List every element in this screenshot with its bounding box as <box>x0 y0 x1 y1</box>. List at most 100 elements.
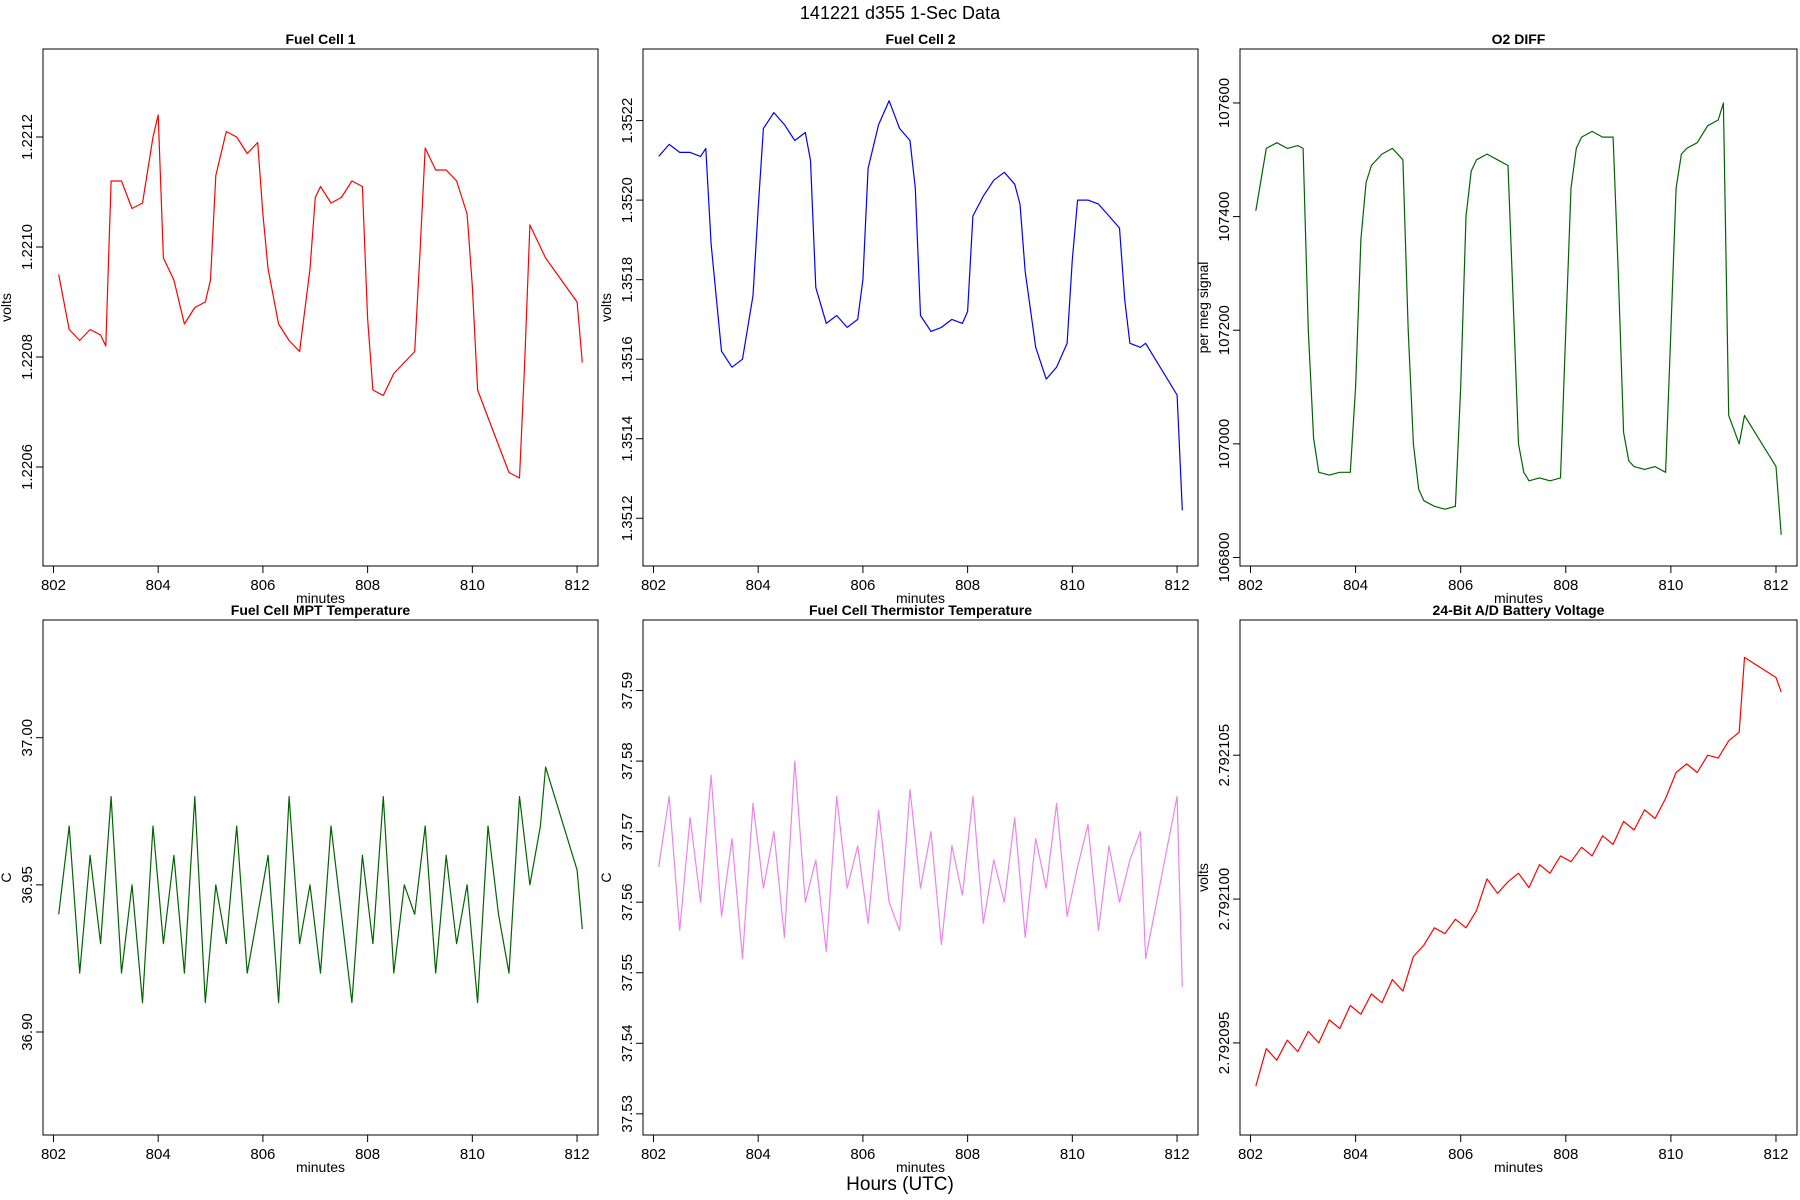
chart-panel-2: Fuel Cell 2 802 804 806 808 810 812 1.3512 1.351… <box>598 31 1199 606</box>
y-tick-label: 2.792100 <box>1216 868 1233 931</box>
plot-frame <box>642 48 1199 567</box>
x-tick-label: 812 <box>1763 1146 1788 1163</box>
y-axis-label: volts <box>1195 863 1211 892</box>
x-tick-label: 804 <box>746 1146 771 1163</box>
y-tick-label: 1.3514 <box>619 416 636 462</box>
plot-frame <box>42 619 599 1136</box>
x-tick-label: 810 <box>460 577 485 594</box>
panel-title: O2 DIFF <box>1492 31 1546 47</box>
x-tick-label: 808 <box>1553 1146 1578 1163</box>
y-tick-label: 37.54 <box>619 1025 636 1063</box>
x-tick-label: 812 <box>1763 577 1788 594</box>
x-tick-label: 806 <box>250 577 275 594</box>
plot-frame <box>42 48 599 567</box>
x-tick-label: 810 <box>1658 1146 1683 1163</box>
series-line-1 <box>1255 102 1782 535</box>
chart-panel-3: O2 DIFF 802 804 806 808 810 812 106800 107000 107… <box>1195 31 1798 606</box>
y-axis-label: volts <box>0 293 14 322</box>
chart-panels: Fuel Cell 1 802 804 806 808 810 812 1.2206 1.220… <box>0 31 1798 1175</box>
x-tick-label: 808 <box>355 1146 380 1163</box>
bottom-axis-label: Hours (UTC) <box>846 1174 954 1195</box>
panel-title: Fuel Cell MPT Temperature <box>231 602 411 618</box>
x-tick-label: 806 <box>850 1146 875 1163</box>
x-tick-label: 812 <box>565 1146 590 1163</box>
x-tick-label: 802 <box>41 577 66 594</box>
y-tick-label: 37.56 <box>619 883 636 921</box>
y-tick-label: 37.59 <box>619 672 636 710</box>
y-tick-label: 107000 <box>1216 419 1233 469</box>
x-tick-label: 810 <box>1658 577 1683 594</box>
y-axis-label: C <box>0 872 14 882</box>
y-tick-label: 2.792095 <box>1216 1012 1233 1075</box>
x-tick-label: 806 <box>1448 1146 1473 1163</box>
chart-panel-5: Fuel Cell Thermistor Temperature 802 804 80… <box>598 602 1199 1175</box>
y-tick-label: 37.57 <box>619 813 636 851</box>
y-tick-label: 1.2210 <box>19 224 36 270</box>
panel-title: Fuel Cell 1 <box>285 31 355 47</box>
y-tick-label: 37.55 <box>619 954 636 992</box>
x-tick-label: 806 <box>850 577 875 594</box>
y-tick-label: 1.3520 <box>619 177 636 223</box>
x-tick-label: 808 <box>1553 577 1578 594</box>
chart-panel-4: Fuel Cell MPT Temperature 802 804 806 808 810… <box>0 602 599 1175</box>
x-tick-label: 808 <box>955 1146 980 1163</box>
y-tick-label: 107200 <box>1216 305 1233 355</box>
series-line-1 <box>1255 656 1782 1087</box>
y-tick-label: 37.53 <box>619 1095 636 1133</box>
plot-frame <box>1239 48 1798 567</box>
y-tick-label: 1.2206 <box>19 444 36 490</box>
x-tick-label: 802 <box>1238 577 1263 594</box>
x-tick-label: 804 <box>1343 1146 1368 1163</box>
x-tick-label: 806 <box>250 1146 275 1163</box>
y-tick-label: 37.00 <box>19 719 36 757</box>
x-axis-label: minutes <box>896 1159 945 1175</box>
x-tick-label: 802 <box>641 577 666 594</box>
x-tick-label: 810 <box>460 1146 485 1163</box>
x-axis-label: minutes <box>1494 1159 1543 1175</box>
x-tick-label: 802 <box>1238 1146 1263 1163</box>
series-line-1 <box>58 766 583 1004</box>
x-tick-label: 806 <box>1448 577 1473 594</box>
panel-title: Fuel Cell 2 <box>885 31 955 47</box>
x-tick-label: 812 <box>565 577 590 594</box>
plot-frame <box>642 619 1199 1136</box>
x-tick-label: 804 <box>146 577 171 594</box>
x-axis-label: minutes <box>1494 590 1543 606</box>
y-tick-label: 36.95 <box>19 866 36 904</box>
x-axis-label: minutes <box>296 590 345 606</box>
x-axis-label: minutes <box>296 1159 345 1175</box>
x-tick-label: 808 <box>955 577 980 594</box>
panel-title: 24-Bit A/D Battery Voltage <box>1433 602 1605 618</box>
y-tick-label: 1.3516 <box>619 336 636 382</box>
x-tick-label: 802 <box>41 1146 66 1163</box>
y-tick-label: 1.2208 <box>19 334 36 380</box>
x-tick-label: 808 <box>355 577 380 594</box>
y-axis-label: C <box>598 872 614 882</box>
y-tick-label: 1.3522 <box>619 98 636 144</box>
x-tick-label: 812 <box>1165 1146 1190 1163</box>
x-tick-label: 804 <box>1343 577 1368 594</box>
y-axis-label: per meg signal <box>1195 262 1211 354</box>
x-tick-label: 802 <box>641 1146 666 1163</box>
y-tick-label: 106800 <box>1216 532 1233 582</box>
y-tick-label: 1.3518 <box>619 257 636 303</box>
x-tick-label: 804 <box>146 1146 171 1163</box>
x-tick-label: 804 <box>746 577 771 594</box>
series-line-1 <box>58 114 583 479</box>
series-line-1 <box>658 760 1183 987</box>
y-tick-label: 2.792105 <box>1216 724 1233 787</box>
chart-panel-1: Fuel Cell 1 802 804 806 808 810 812 1.2206 1.220… <box>0 31 599 606</box>
y-tick-label: 1.3512 <box>619 495 636 541</box>
chart-panel-6: 24-Bit A/D Battery Voltage 802 804 806 808 81… <box>1195 602 1798 1175</box>
y-tick-label: 107400 <box>1216 192 1233 242</box>
x-tick-label: 812 <box>1165 577 1190 594</box>
y-tick-label: 107600 <box>1216 78 1233 128</box>
y-tick-label: 36.90 <box>19 1013 36 1051</box>
x-axis-label: minutes <box>896 590 945 606</box>
plot-frame <box>1239 619 1798 1136</box>
figure-title: 141221 d355 1-Sec Data <box>800 3 1001 23</box>
x-tick-label: 810 <box>1060 1146 1085 1163</box>
x-tick-label: 810 <box>1060 577 1085 594</box>
panel-title: Fuel Cell Thermistor Temperature <box>809 602 1032 618</box>
